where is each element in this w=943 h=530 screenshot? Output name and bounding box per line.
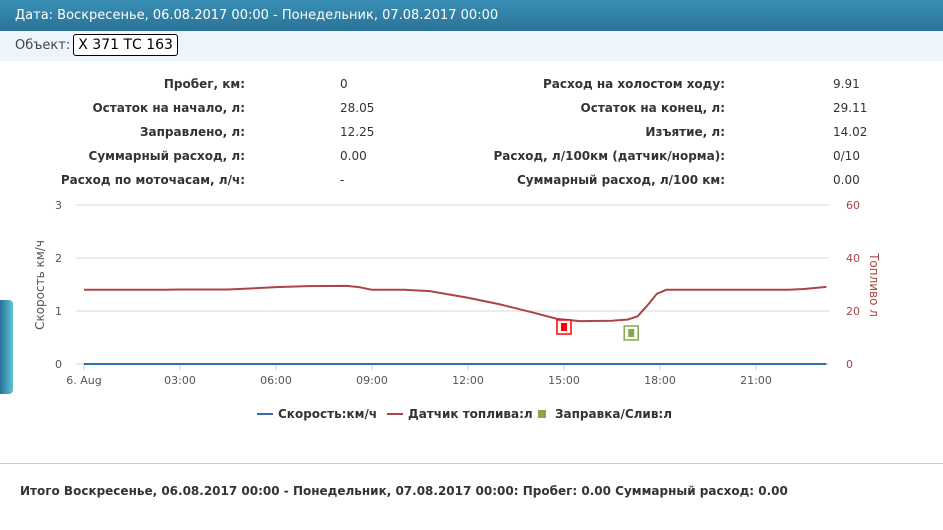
stat-label: Изъятие, л: — [645, 125, 725, 139]
x-tick: 18:00 — [644, 374, 676, 387]
y-right-tick: 40 — [846, 252, 860, 265]
stat-label: Суммарный расход, л: — [88, 149, 245, 163]
y-left-title: Скорость км/ч — [33, 240, 47, 330]
stat-value: 0.00 — [833, 173, 860, 187]
legend-item: Скорость:км/ч — [278, 407, 377, 421]
fuel-pump-icon — [628, 329, 635, 337]
stat-value: 9.91 — [833, 77, 860, 91]
stat-label: Заправлено, л: — [140, 125, 245, 139]
object-bar: Объект: Х 371 ТС 163 — [0, 31, 943, 61]
x-tick: 09:00 — [356, 374, 388, 387]
stat-label: Остаток на конец, л: — [580, 101, 726, 115]
object-value: Х 371 ТС 163 — [73, 34, 178, 56]
side-panel-toggle[interactable] — [0, 300, 13, 394]
stat-label: Расход на холостом ходу: — [542, 77, 725, 91]
report-header: Дата: Воскресенье, 06.08.2017 00:00 - По… — [0, 0, 943, 31]
x-tick: 12:00 — [452, 374, 484, 387]
x-tick: 21:00 — [740, 374, 772, 387]
report-title: Дата: Воскресенье, 06.08.2017 00:00 - По… — [15, 8, 499, 23]
summary-footer: Итого Воскресенье, 06.08.2017 00:00 - По… — [20, 484, 788, 498]
x-tick: 03:00 — [164, 374, 196, 387]
stat-label: Расход по моточасам, л/ч: — [60, 173, 245, 187]
y-right-tick: 0 — [846, 358, 853, 371]
stat-value: - — [340, 173, 345, 187]
y-left-tick: 3 — [55, 199, 62, 212]
x-tick: 6. Aug — [66, 374, 101, 387]
stat-value: 29.11 — [833, 101, 868, 115]
y-right-title: Топливо л — [867, 252, 881, 317]
stat-value: 12.25 — [340, 125, 375, 139]
stat-value: 28.05 — [340, 101, 375, 115]
legend-item: Датчик топлива:л — [408, 407, 533, 421]
stat-label: Остаток на начало, л: — [92, 101, 245, 115]
divider — [0, 463, 943, 464]
x-tick: 06:00 — [260, 374, 292, 387]
fuel-can-icon — [561, 323, 567, 331]
y-left-tick: 1 — [55, 305, 62, 318]
fuel-sensor-line — [84, 284, 827, 323]
stat-value: 14.02 — [833, 125, 868, 139]
y-right-tick: 60 — [846, 199, 860, 212]
y-right-tick: 20 — [846, 305, 860, 318]
stat-value: 0 — [340, 77, 348, 91]
y-left-tick: 2 — [55, 252, 62, 265]
fuel-chart: 0 1 2 3 0 20 40 60 6. Aug 03:00 06:00 09:00 12:00 15:… — [33, 199, 881, 421]
y-left-tick: 0 — [55, 358, 62, 371]
stat-value: 0/10 — [833, 149, 860, 163]
stat-label: Пробег, км: — [163, 77, 245, 91]
object-label: Объект: — [15, 38, 71, 53]
x-tick: 15:00 — [548, 374, 580, 387]
stat-value: 0.00 — [340, 149, 367, 163]
stat-label: Расход, л/100км (датчик/норма): — [493, 149, 726, 163]
legend-item: Заправка/Слив:л — [555, 407, 672, 421]
legend-symbol — [538, 410, 546, 418]
stat-label: Суммарный расход, л/100 км: — [516, 173, 725, 187]
